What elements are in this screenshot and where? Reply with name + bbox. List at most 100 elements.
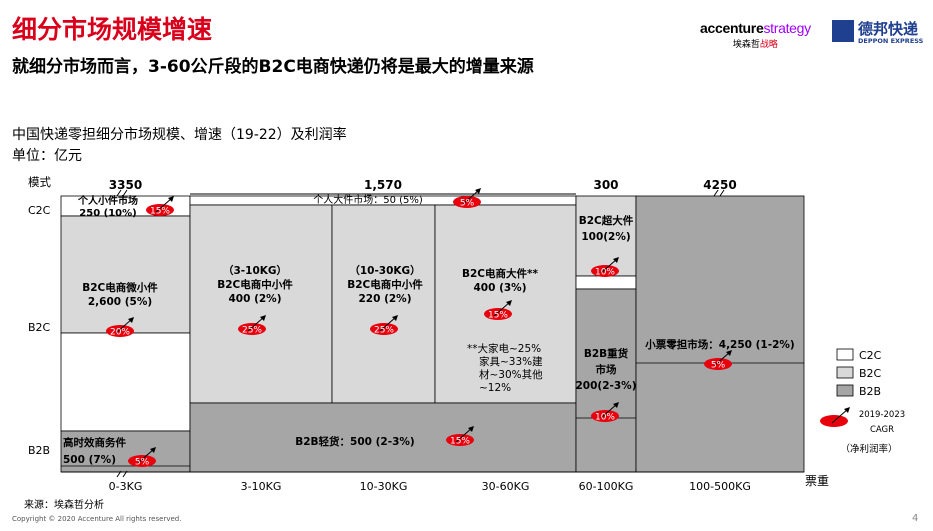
label-b2b-express-line-0: 高时效商务件 (63, 436, 126, 449)
column-total-w5: 4250 (703, 178, 736, 192)
legend-swatch-c2c (836, 348, 854, 361)
legend-label-b2b: B2B (859, 385, 881, 398)
badge-b2c-large-arrow-line (493, 301, 511, 317)
legend-swatch-b2c (836, 366, 854, 379)
label-b2c-mid-b-line-1: B2C电商中小件 (347, 278, 423, 291)
x-category-w1: 3-10KG (241, 480, 282, 493)
label-b2b-express-line-1: 500 (7%) (63, 454, 116, 466)
badge-c2c-large-arrow-head-icon (475, 188, 481, 194)
axis-break-mark-2 (116, 470, 128, 478)
badge-ltl-arrow-line (713, 351, 731, 367)
badge-b2b-express: 5% (128, 447, 156, 468)
badge-c2c-large-arrow-line (462, 189, 480, 205)
axis-break-mark-1 (713, 189, 725, 197)
label-b2b-heavy-line-2: 200(2-3%) (575, 380, 636, 392)
label-b2b-heavy-line-1: 市场 (596, 363, 617, 376)
badge-b2c-mid-b-ellipse (370, 323, 398, 335)
badge-b2b-light: 15% (446, 426, 474, 447)
badge-b2b-express-arrow-head-icon (150, 447, 156, 453)
axis-break-mark-0 (116, 189, 128, 197)
footnote-line-1: 家具~33%建 (479, 355, 543, 368)
badge-b2c-xl-ellipse (591, 265, 619, 277)
legend-label-b2c: B2C (859, 367, 882, 380)
badge-b2b-light-ellipse (446, 434, 474, 446)
badge-b2b-express-value: 5% (135, 458, 150, 468)
legend-label-c2c: C2C (859, 349, 882, 362)
badge-b2c-mid-b-arrow-line (379, 316, 397, 332)
badge-b2b-heavy-arrow-head-icon (613, 402, 619, 408)
footnote-line-2: 材~30%其他 (479, 368, 543, 381)
badge-b2c-xl-arrow-line (600, 258, 618, 274)
x-category-w2: 10-30KG (360, 480, 408, 493)
deppon-logo: 德邦快递 DEPPON EXPRESS (832, 18, 927, 48)
label-b2c-micro-line-1: 2,600 (5%) (88, 296, 152, 308)
legend-badge (820, 407, 850, 427)
badge-b2c-micro-arrow-line (115, 318, 133, 334)
label-b2c-xl-line-0: B2C超大件 (579, 214, 634, 227)
label-b2c-mid-b-line-0: （10-30KG） (349, 264, 420, 277)
label-b2c-mid-b-line-2: 220 (2%) (359, 293, 412, 305)
column-total-w0: 3350 (109, 178, 142, 192)
badge-b2b-express-arrow-line (137, 448, 155, 464)
x-axis-title: 票重 (805, 474, 829, 488)
badge-b2b-heavy-arrow-line (600, 403, 618, 419)
segment-ltl (635, 195, 805, 473)
label-b2b-light-line-0: B2B轻货：500 (2-3%) (295, 435, 414, 448)
segment-b2c-micro (60, 215, 191, 334)
page-number: 4 (912, 513, 919, 524)
badge-c2c-large: 5% (453, 188, 481, 209)
label-b2c-xl-line-1: 100(2%) (581, 231, 630, 243)
segment-b2c-large (434, 204, 577, 404)
label-b2c-mid-a-line-0: （3-10KG） (223, 264, 287, 277)
badge-b2c-xl-value: 10% (595, 268, 615, 278)
badge-b2c-mid-a: 25% (238, 315, 266, 336)
segment-b2c-xl (575, 195, 637, 277)
legend-swatch-b2b (836, 384, 854, 397)
y-axis-title: 模式 (28, 175, 51, 189)
source-note: 来源：埃森哲分析 (24, 500, 104, 511)
badge-b2c-xl: 10% (591, 257, 619, 278)
badge-b2c-large: 15% (484, 300, 512, 321)
legend-badge-caption-1: CAGR (870, 425, 894, 435)
label-ltl-line-0: 小票零担市场：4,250 (1-2%) (644, 338, 794, 351)
badge-b2b-light-value: 15% (450, 437, 470, 447)
label-c2c-small-line-1: 250 (10%) (79, 208, 136, 219)
badge-c2c-small-arrow-line (155, 197, 173, 213)
y-label-b2b: B2B (28, 444, 50, 457)
y-label-c2c: C2C (28, 204, 51, 217)
label-b2c-mid-a-line-2: 400 (2%) (229, 293, 282, 305)
badge-b2c-xl-arrow-head-icon (613, 257, 619, 263)
badge-b2c-mid-a-arrow-head-icon (260, 315, 266, 321)
badge-b2c-micro-arrow-head-icon (128, 317, 134, 323)
badge-b2c-large-value: 15% (488, 311, 508, 321)
segment-b2c-mid-b (331, 204, 436, 404)
badge-b2b-heavy: 10% (591, 402, 619, 423)
badge-b2b-express-ellipse (128, 455, 156, 467)
y-label-b2c: B2C (28, 321, 51, 334)
segment-b2b-light (189, 402, 577, 473)
copyright-note: Copyright © 2020 Accenture All rights re… (12, 515, 182, 523)
chart-unit: 单位：亿元 (12, 148, 82, 164)
badge-ltl: 5% (704, 350, 732, 371)
badge-b2c-micro-ellipse (106, 325, 134, 337)
label-c2c-large-line-0: 个人大件市场：50 (5%) (313, 193, 423, 206)
badge-b2c-mid-b-arrow-head-icon (392, 315, 398, 321)
x-category-w4: 60-100KG (579, 480, 634, 493)
blank-area-0-3kg (60, 332, 191, 432)
column-total-w4: 300 (593, 178, 618, 192)
label-b2c-mid-a-line-1: B2C电商中小件 (217, 278, 293, 291)
label-c2c-small-line-0: 个人小件市场 (77, 194, 138, 207)
deppon-en-wordmark: DEPPON EXPRESS (858, 37, 924, 45)
footnote-line-3: ~12% (479, 382, 511, 394)
footnote-line-0: **大家电~25% (467, 342, 541, 355)
accenture-wordmark: accenturestrategy (700, 20, 811, 36)
badge-b2b-light-arrow-head-icon (468, 426, 474, 432)
badge-b2b-heavy-value: 10% (595, 413, 615, 423)
badge-c2c-small-ellipse (146, 204, 174, 216)
legend-badge-caption-0: 2019-2023 (859, 410, 905, 420)
accenture-strategy-logo: accenturestrategy 埃森哲战略 (700, 20, 811, 50)
badge-b2c-mid-b-value: 25% (374, 326, 394, 336)
legend-badge-arrow-line (831, 408, 849, 424)
segment-b2c-mid-a (189, 204, 333, 404)
